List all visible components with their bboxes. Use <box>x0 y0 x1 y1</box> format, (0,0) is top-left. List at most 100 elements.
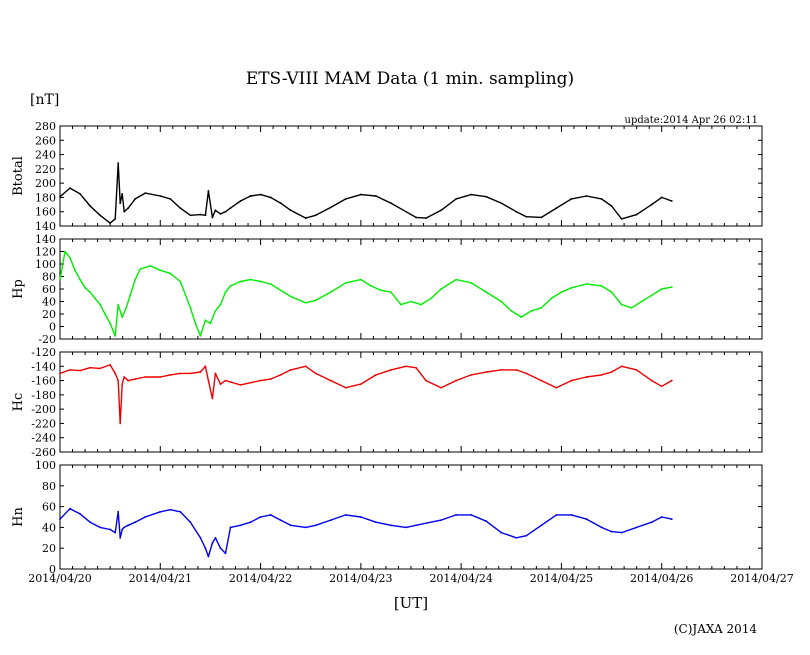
data-point <box>555 514 558 516</box>
data-point <box>89 521 91 524</box>
data-point <box>585 376 588 378</box>
data-point <box>455 197 458 200</box>
data-point <box>279 202 282 205</box>
data-point <box>515 536 518 539</box>
data-point <box>650 203 653 206</box>
y-tick-label: 140 <box>35 220 56 233</box>
data-point <box>560 291 563 294</box>
data-point <box>207 190 210 192</box>
data-point <box>470 514 473 516</box>
data-point <box>199 536 202 539</box>
data-point <box>79 192 81 195</box>
data-point <box>219 383 222 386</box>
data-point <box>269 196 272 199</box>
data-point <box>211 397 214 400</box>
data-point <box>207 555 210 558</box>
y-tick-label: -180 <box>31 389 56 402</box>
data-point <box>380 289 382 292</box>
data-point <box>134 278 137 281</box>
data-point <box>229 381 232 383</box>
copyright: (C)JAXA 2014 <box>674 622 758 636</box>
data-point <box>510 309 513 312</box>
data-point <box>540 216 543 219</box>
data-point <box>279 289 282 292</box>
data-point <box>269 378 272 381</box>
data-point <box>64 250 66 253</box>
data-point <box>410 300 412 303</box>
data-point <box>415 366 417 369</box>
data-point <box>415 524 417 527</box>
data-point <box>89 291 91 294</box>
y-tick-label: 180 <box>35 191 56 204</box>
data-point <box>114 217 117 220</box>
data-point <box>89 366 91 369</box>
data-point <box>650 379 653 382</box>
x-tick-label: 2014/04/26 <box>630 572 693 585</box>
data-point <box>329 291 332 294</box>
data-point <box>117 303 120 306</box>
data-point <box>134 378 137 381</box>
data-point <box>359 383 362 386</box>
data-point <box>104 313 107 315</box>
data-point <box>123 526 126 529</box>
data-point <box>119 422 122 425</box>
x-tick-label: 2014/04/22 <box>229 572 292 585</box>
data-point <box>99 367 102 370</box>
data-point <box>600 526 603 529</box>
y-tick-label: 200 <box>35 177 56 190</box>
data-point <box>570 514 573 516</box>
data-point <box>239 200 242 202</box>
data-point <box>329 379 332 382</box>
panel-label-hn: Hn <box>11 507 26 527</box>
series-line-btotal <box>59 162 672 224</box>
data-point <box>169 508 172 511</box>
y-tick-label: 60 <box>42 501 56 514</box>
data-point <box>94 297 96 300</box>
data-point <box>660 516 663 518</box>
data-point <box>144 192 147 195</box>
data-point <box>239 280 242 283</box>
y-tick-label: 100 <box>35 459 56 472</box>
y-tick-label: 280 <box>35 120 56 133</box>
data-point <box>89 205 91 207</box>
data-point <box>121 528 124 531</box>
data-point <box>224 291 227 294</box>
data-point <box>114 372 117 375</box>
data-point <box>620 531 623 534</box>
data-point <box>485 371 488 373</box>
data-point <box>159 510 162 513</box>
data-point <box>359 278 362 281</box>
data-point <box>620 365 623 368</box>
data-point <box>204 365 207 368</box>
data-point <box>214 209 217 212</box>
data-point <box>530 309 533 312</box>
data-point <box>114 531 117 534</box>
data-point <box>525 215 528 218</box>
data-point <box>455 379 458 382</box>
data-point <box>199 213 202 216</box>
data-point <box>375 195 377 197</box>
data-point <box>304 301 307 304</box>
data-point <box>69 507 71 510</box>
data-point <box>144 516 147 518</box>
data-point <box>455 514 458 516</box>
data-point <box>59 372 61 375</box>
data-point <box>555 207 558 210</box>
data-point <box>405 526 407 529</box>
data-point <box>59 195 61 198</box>
data-point <box>279 373 282 376</box>
y-tick-label: -220 <box>31 417 56 430</box>
data-point <box>134 521 137 524</box>
data-point <box>525 534 528 537</box>
x-tick-label: 2014/04/21 <box>129 572 192 585</box>
y-tick-label: -120 <box>31 346 56 359</box>
data-point <box>470 373 473 376</box>
data-point <box>204 547 207 550</box>
data-point <box>209 322 212 325</box>
data-point <box>79 369 81 372</box>
panel-frame <box>59 464 763 570</box>
panel-label-hp: Hp <box>11 279 26 299</box>
data-point <box>390 291 392 294</box>
data-point <box>430 297 432 300</box>
update-text: update:2014 Apr 26 02:11 <box>625 115 758 126</box>
